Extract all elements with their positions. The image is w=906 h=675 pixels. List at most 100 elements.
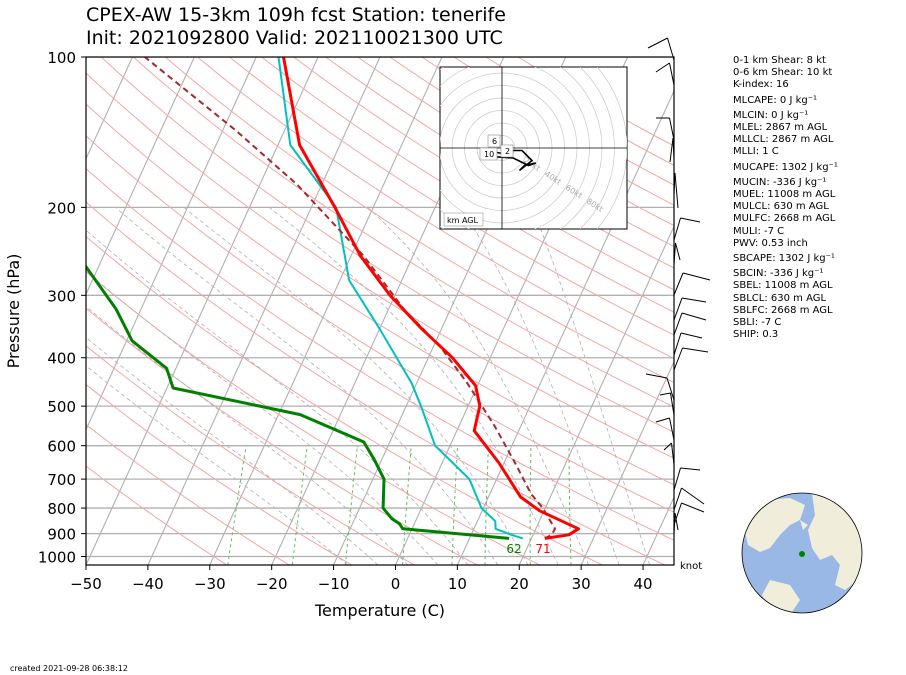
isotherm-gridline — [147, 57, 381, 565]
y-tick-label: 900 — [47, 526, 76, 544]
dry-adiabat — [325, 57, 674, 269]
wind-barb — [659, 392, 675, 416]
moist-adiabat — [268, 207, 559, 565]
wind-barb — [656, 117, 675, 141]
temperature-profile-line — [282, 57, 580, 540]
stat-sbel: SBEL: 11008 m AGL — [733, 280, 833, 292]
stat-sblfc: SBLFC: 2668 m AGL — [733, 304, 833, 316]
stat-mlli: MLLI: 1 C — [733, 146, 779, 158]
wind-barbs — [645, 37, 711, 536]
wind-barb — [673, 332, 703, 356]
dry-adiabat — [86, 383, 353, 565]
wind-barb — [647, 37, 675, 61]
x-axis-label: Temperature (C) — [314, 601, 445, 620]
wind-barb — [673, 467, 701, 491]
moist-adiabat — [531, 207, 651, 565]
x-tick-label: −50 — [70, 575, 102, 593]
moist-adiabat — [86, 305, 409, 565]
stat-mulfc: MULFC: 2668 m AGL — [733, 213, 836, 225]
plot-frame — [85, 56, 675, 566]
mixing-ratio-line — [291, 445, 308, 565]
stat-muel: MUEL: 11008 m AGL — [733, 189, 836, 201]
moist-adiabat — [459, 207, 620, 565]
hodograph-height-label: 2 — [505, 147, 510, 156]
x-tick-label: 40 — [634, 575, 653, 593]
stat-pwv: PWV: 0.53 inch — [733, 237, 808, 249]
wind-barb — [673, 297, 707, 321]
dry-adiabat — [86, 465, 227, 565]
mixing-ratio-line — [227, 445, 247, 565]
stat-sblcl: SBLCL: 630 m AGL — [733, 292, 827, 304]
stat-mlcin: MLCIN: 0 J kg⁻¹ — [733, 109, 809, 121]
y-tick-label: 800 — [47, 500, 76, 518]
dry-adiabat — [86, 167, 674, 541]
stat-mucape: MUCAPE: 1302 J kg⁻¹ — [733, 161, 838, 173]
y-axis-label: Pressure (hPa) — [4, 254, 23, 369]
isotherm-gridline — [86, 57, 257, 431]
wind-barb — [669, 137, 675, 163]
isotherm-gridline — [86, 57, 319, 565]
globe-map — [741, 492, 863, 614]
stat-shear-0-6: 0-6 km Shear: 10 kt — [733, 67, 833, 79]
station-marker — [799, 551, 805, 557]
moist-adiabat — [367, 207, 589, 565]
x-tick-label: −10 — [318, 575, 350, 593]
wind-barb — [673, 272, 711, 296]
wind-barb — [673, 487, 705, 511]
dry-adiabat — [86, 235, 603, 565]
stat-mllcl: MLLCL: 2867 m AGL — [733, 134, 834, 146]
dry-adiabat — [86, 271, 540, 565]
dry-adiabat — [132, 57, 674, 408]
moist-adiabat — [86, 365, 349, 565]
isotherm-gridline — [518, 225, 674, 565]
dry-adiabat — [86, 345, 415, 565]
y-tick-label: 500 — [47, 398, 76, 416]
wind-barb — [655, 417, 675, 441]
parcel-profile-line — [144, 57, 556, 540]
wind-barb — [673, 172, 679, 209]
stat-sbcape: SBCAPE: 1302 J kg⁻¹ — [733, 253, 835, 265]
y-tick-label: 400 — [47, 350, 76, 368]
stat-mucin: MUCIN: -336 J kg⁻¹ — [733, 176, 827, 188]
x-tick-label: 0 — [391, 575, 401, 593]
x-tick-label: −40 — [132, 575, 164, 593]
wind-barb — [673, 512, 679, 536]
x-tick-label: 10 — [448, 575, 467, 593]
dry-adiabat — [261, 57, 674, 313]
y-tick-label: 1000 — [38, 548, 76, 566]
stat-mlel: MLEL: 2867 m AGL — [733, 122, 828, 134]
dry-adiabat — [86, 423, 290, 565]
stat-mulcl: MULCL: 630 m AGL — [733, 201, 829, 213]
dewpoint-profile-line — [86, 264, 510, 540]
stats-panel: 0-1 km Shear: 8 kt 0-6 km Shear: 10 kt K… — [733, 55, 838, 341]
x-tick-label: −30 — [194, 575, 226, 593]
stat-k-index: K-index: 16 — [733, 79, 789, 91]
axes: −50 −40 −30 −20 −10 0 10 20 30 40 1000 900 800 700 600… — [38, 49, 653, 593]
dry-adiabat — [197, 57, 674, 360]
wind-barb — [663, 442, 675, 466]
moist-adiabat — [86, 270, 439, 565]
y-tick-label: 600 — [47, 438, 76, 456]
stat-muli: MULI: -7 C — [733, 225, 785, 237]
hodograph-height-label: 6 — [492, 137, 497, 146]
x-tick-label: −20 — [256, 575, 288, 593]
wind-barb — [673, 217, 701, 241]
wind-barb — [655, 62, 675, 86]
dry-adiabat — [86, 103, 674, 486]
stat-shear-0-1: 0-1 km Shear: 8 kt — [733, 55, 826, 66]
dry-adiabat — [86, 135, 674, 513]
chart-title-line1: CPEX-AW 15-3km 109h fcst Station: teneri… — [86, 4, 506, 26]
created-timestamp: created 2021-09-28 06:38:12 — [10, 664, 128, 673]
wind-barb — [673, 312, 707, 336]
dry-adiabat — [164, 57, 674, 384]
stat-mlcape: MLCAPE: 0 J kg⁻¹ — [733, 94, 818, 106]
y-tick-label: 300 — [47, 287, 76, 305]
y-tick-label: 100 — [47, 49, 76, 67]
stat-sbli: SBLI: -7 C — [733, 317, 782, 329]
surface-dewpoint-label: 62 — [506, 542, 521, 556]
isotherm-gridline — [580, 360, 674, 565]
knot-label: knot — [680, 561, 702, 572]
x-tick-label: 20 — [510, 575, 529, 593]
